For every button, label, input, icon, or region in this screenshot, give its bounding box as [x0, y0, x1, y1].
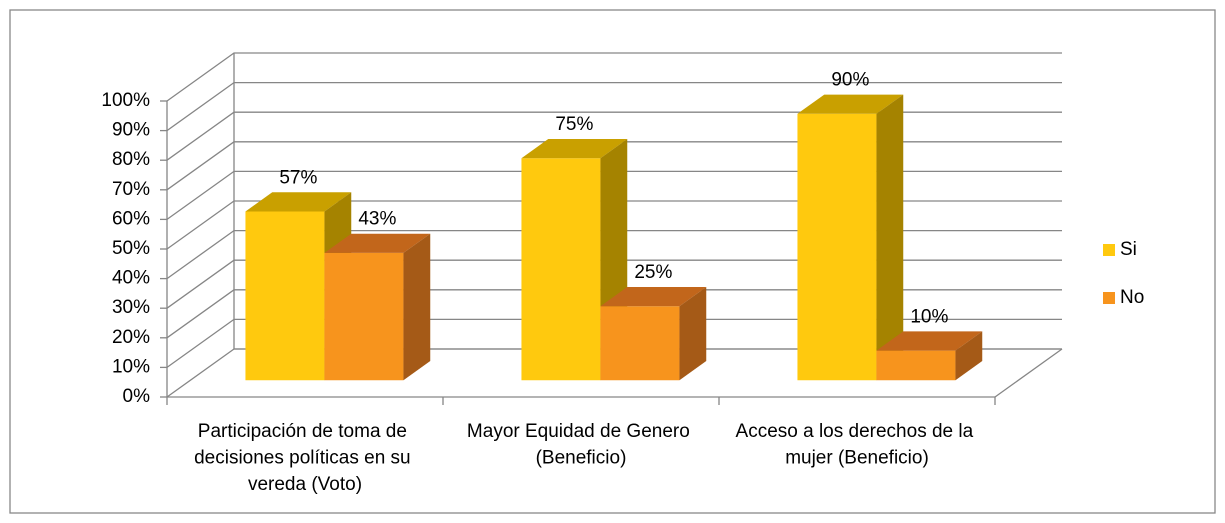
x-tick-label: Acceso a los derechos de la mujer (Benef… [736, 421, 979, 469]
bar-top [245, 192, 352, 212]
value-label: 43% [358, 209, 396, 230]
floor-side [994, 348, 1063, 398]
bar-front [324, 252, 404, 381]
y-tick-label: 0% [123, 386, 151, 407]
bar-front [797, 113, 877, 381]
y-tick-label: 80% [112, 149, 150, 170]
value-label: 90% [831, 70, 869, 91]
y-tick-label: 20% [112, 327, 150, 348]
legend-swatch [1103, 292, 1115, 304]
grid-line [166, 289, 1062, 339]
bar-front [521, 158, 601, 381]
y-tick-label: 50% [112, 238, 150, 259]
bar-side [679, 287, 707, 381]
legend-label: No [1120, 287, 1144, 308]
bar-top [876, 331, 983, 351]
bar-side [403, 233, 431, 381]
grid-line [166, 348, 1062, 398]
x-tick-label: Participación de toma de decisiones polí… [194, 421, 416, 495]
y-tick-label: 60% [112, 208, 150, 229]
bar-top [324, 233, 431, 253]
bar-front [600, 306, 680, 381]
grid-line [166, 170, 1062, 220]
y-tick-label: 30% [112, 297, 150, 318]
grid-line [166, 259, 1062, 309]
y-tick-label: 10% [112, 356, 150, 377]
bar-side [876, 94, 904, 381]
grid-line [166, 81, 1062, 132]
value-label: 25% [634, 262, 672, 283]
grid-line [166, 111, 1062, 161]
bar-front [876, 350, 956, 381]
y-tick-label: 40% [112, 268, 150, 289]
bar-side [955, 331, 983, 381]
bar-top [797, 94, 904, 114]
grid-line [166, 52, 1062, 102]
bar-top [521, 139, 628, 159]
grid-line [166, 229, 1062, 280]
y-tick-label: 70% [112, 179, 150, 200]
value-label: 75% [555, 114, 593, 135]
value-label: 10% [910, 306, 948, 327]
legend-label: Si [1120, 239, 1137, 260]
grid-line [166, 318, 1062, 368]
grid-line [166, 141, 1062, 191]
y-tick-label: 100% [101, 90, 150, 111]
y-tick-label: 90% [112, 120, 150, 141]
grid-line [166, 200, 1062, 250]
legend-swatch [1103, 244, 1115, 256]
x-tick-label: Mayor Equidad de Genero (Beneficio) [467, 421, 695, 469]
bar-front [245, 211, 325, 381]
bar-top [600, 287, 707, 307]
value-label: 57% [279, 167, 317, 188]
